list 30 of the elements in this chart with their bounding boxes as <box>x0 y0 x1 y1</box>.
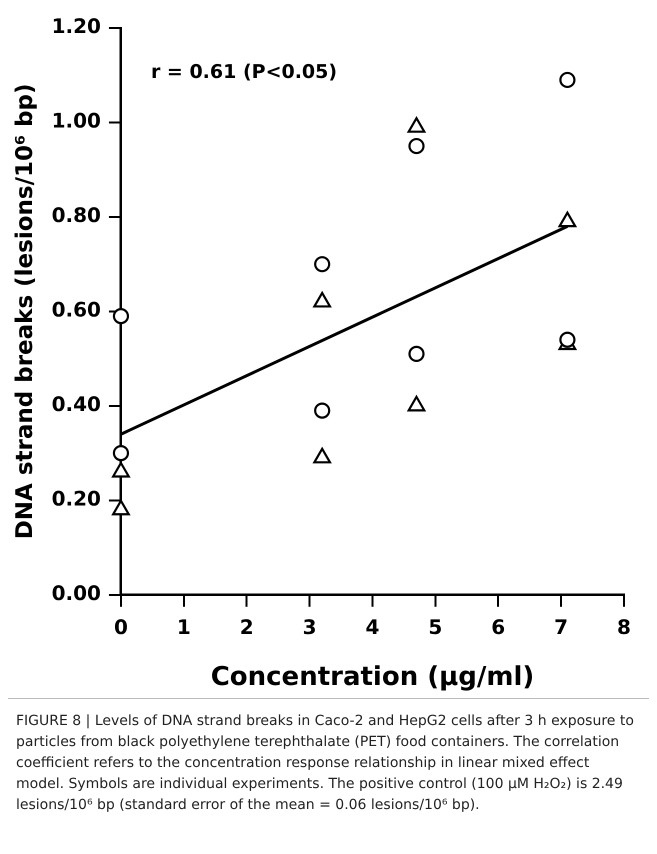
x-tick-label: 4 <box>366 615 380 640</box>
point <box>313 448 332 464</box>
x-tick-label: 5 <box>428 615 442 640</box>
y-tick-label: 0.20 <box>52 486 101 511</box>
caption: FIGURE 8 | Levels of DNA strand breaks in Caco-2 and HepG2 cells after 3 h exposure to particles from black polyethylene terephthalate (PET) food containers. The correlation coefficient refers to the concentration response relationship in linear mixed effect model. Symbols are individual experiments. The positive control (100 μM H₂O₂) is 2.49 lesions/10⁶ bp (standard error of the mean = 0.06 lesions/10⁶ bp). <box>16 712 635 815</box>
point <box>314 256 330 272</box>
x-axis-title: Concentration (μg/ml) <box>210 662 534 692</box>
point <box>112 462 130 478</box>
x-tick-label: 6 <box>491 615 506 640</box>
point <box>112 308 130 324</box>
x-tick-label: 2 <box>240 615 254 640</box>
point <box>559 72 576 88</box>
y-tick-label: 1.20 <box>52 14 101 38</box>
point <box>408 138 425 154</box>
point <box>408 396 426 412</box>
annotation: r = 0.61 (P<0.05) <box>150 60 338 83</box>
point <box>558 212 576 228</box>
y-tick-label: 0.00 <box>52 581 101 606</box>
y-tick-label: 0.40 <box>52 392 101 416</box>
y-tick-label: 0.80 <box>52 203 101 228</box>
point <box>313 292 332 308</box>
y-tick-label: 0.60 <box>52 298 101 322</box>
x-tick-label: 8 <box>617 615 631 640</box>
y-tick-label: 1.00 <box>52 108 101 133</box>
y-axis-title: DNA strand breaks (lesions/10⁶ bp) <box>12 83 38 540</box>
point <box>112 500 130 516</box>
x-tick-label: 1 <box>176 615 191 640</box>
x-tick-label: 0 <box>114 615 128 640</box>
x-tick-label: 3 <box>302 615 317 640</box>
x-tick-label: 7 <box>554 615 568 640</box>
